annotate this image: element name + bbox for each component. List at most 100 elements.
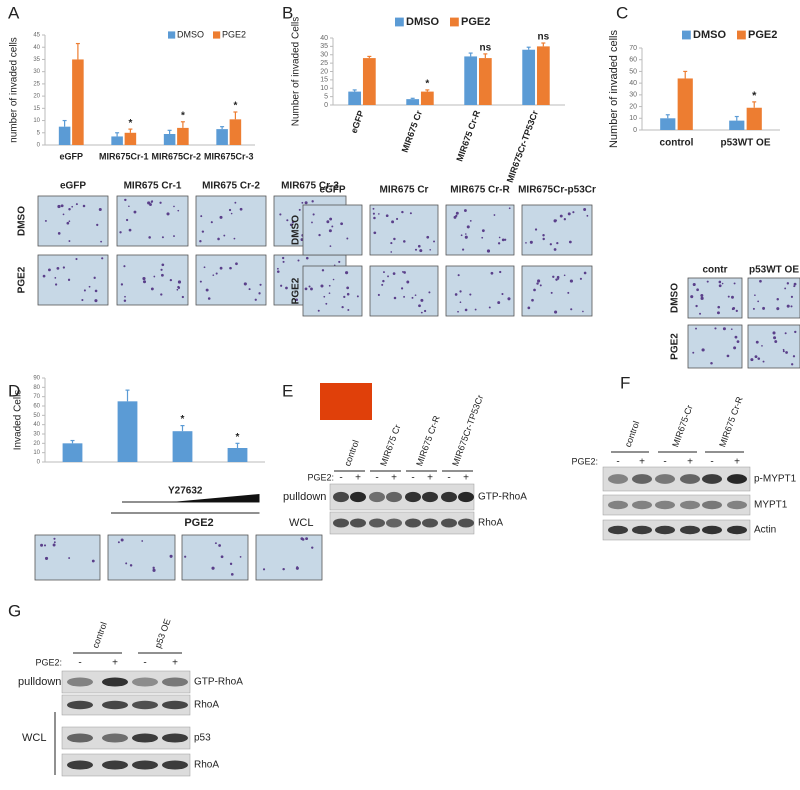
y-axis-label: Number of invaded Cells — [291, 17, 302, 127]
cell-dot — [94, 289, 98, 293]
cell-dot — [281, 256, 285, 260]
cell-dot — [83, 289, 86, 292]
y-tick-label: 0 — [633, 127, 637, 134]
y-tick-label: 25 — [320, 60, 328, 67]
cell-dot — [387, 275, 389, 278]
cell-dot — [722, 327, 726, 331]
bar — [177, 127, 189, 145]
cell-dot — [727, 295, 730, 298]
panel-letter: E — [282, 381, 293, 400]
legend-label: DMSO — [693, 29, 726, 41]
treatment-sign: - — [616, 457, 619, 468]
cell-dot — [481, 229, 485, 233]
cell-dot — [776, 307, 780, 311]
cell-dot — [203, 266, 206, 269]
cell-dot — [714, 327, 717, 330]
band — [67, 677, 93, 687]
cell-dot — [62, 213, 65, 216]
cell-dot — [536, 282, 539, 285]
band — [608, 474, 628, 484]
micrograph — [521, 204, 593, 256]
band-label: p-MYPT1 — [754, 474, 797, 485]
cell-dot — [239, 207, 243, 211]
treatment-sign: + — [391, 473, 397, 484]
row-label: pulldown — [18, 676, 61, 688]
band — [132, 760, 158, 770]
cell-dot — [318, 233, 321, 237]
bar — [229, 119, 242, 145]
legend-label: PGE2 — [748, 29, 777, 41]
cell-dot — [276, 267, 279, 270]
y-tick-label: 20 — [33, 94, 40, 100]
cell-dot — [752, 307, 755, 310]
bar — [420, 91, 434, 105]
cell-dot — [718, 284, 722, 288]
cell-dot — [508, 207, 511, 210]
cell-dot — [44, 219, 47, 222]
cell-dot — [583, 208, 587, 211]
micrograph — [302, 265, 363, 317]
cell-dot — [718, 280, 722, 284]
cell-dot — [93, 276, 96, 279]
cell-dot — [341, 306, 344, 309]
cell-dot — [507, 297, 511, 301]
cell-dot — [772, 331, 776, 335]
cell-dot — [411, 296, 414, 299]
cell-dot — [396, 217, 399, 221]
cell-dot — [68, 220, 71, 223]
cell-dot — [481, 236, 484, 239]
bar — [746, 107, 762, 130]
cell-dot — [790, 305, 793, 308]
cell-dot — [381, 283, 384, 286]
cell-dot — [243, 282, 247, 286]
cell-dot — [735, 309, 738, 313]
micrograph — [195, 254, 267, 306]
cell-dot — [417, 244, 421, 248]
cell-dot — [323, 295, 326, 298]
cell-dot — [296, 566, 299, 568]
cell-dot — [419, 249, 423, 253]
bar — [124, 132, 137, 145]
cell-dot — [57, 232, 61, 235]
cell-dot — [464, 308, 468, 312]
cell-dot — [700, 293, 704, 297]
y-tick-label: 30 — [320, 52, 328, 59]
micrograph — [302, 204, 363, 256]
cell-dot — [229, 266, 232, 270]
cell-dot — [555, 219, 558, 222]
cell-dot — [68, 557, 71, 560]
group-label: PGE2 — [184, 517, 213, 529]
cell-dot — [328, 292, 331, 294]
significance-marker: * — [181, 110, 185, 121]
cell-dot — [463, 209, 467, 212]
cell-dot — [792, 355, 796, 358]
cell-dot — [732, 307, 736, 310]
cell-dot — [393, 296, 397, 300]
cell-dot — [258, 292, 261, 295]
cell-dot — [782, 350, 785, 353]
cell-dot — [701, 348, 705, 352]
cell-dot — [176, 288, 179, 291]
y-tick-label: 15 — [33, 106, 40, 112]
y-tick-label: 25 — [33, 81, 40, 87]
band — [132, 700, 158, 710]
band — [680, 500, 700, 510]
cell-dot — [152, 568, 156, 572]
cell-dot — [343, 295, 346, 298]
cell-dot — [128, 205, 130, 208]
y-tick-label: 60 — [33, 404, 40, 410]
cell-dot — [120, 538, 124, 542]
cell-dot — [569, 279, 573, 283]
cell-dot — [563, 218, 566, 221]
cell-dot — [148, 236, 151, 239]
band — [102, 760, 128, 770]
bar — [729, 120, 745, 130]
x-tick-label: p53WT OE — [720, 138, 770, 149]
cell-dot — [346, 237, 349, 240]
cell-dot — [400, 287, 404, 290]
cell-dot — [53, 537, 56, 540]
cell-dot — [346, 286, 350, 290]
cell-dot — [392, 272, 396, 275]
cell-dot — [218, 544, 221, 547]
cell-dot — [305, 256, 309, 260]
